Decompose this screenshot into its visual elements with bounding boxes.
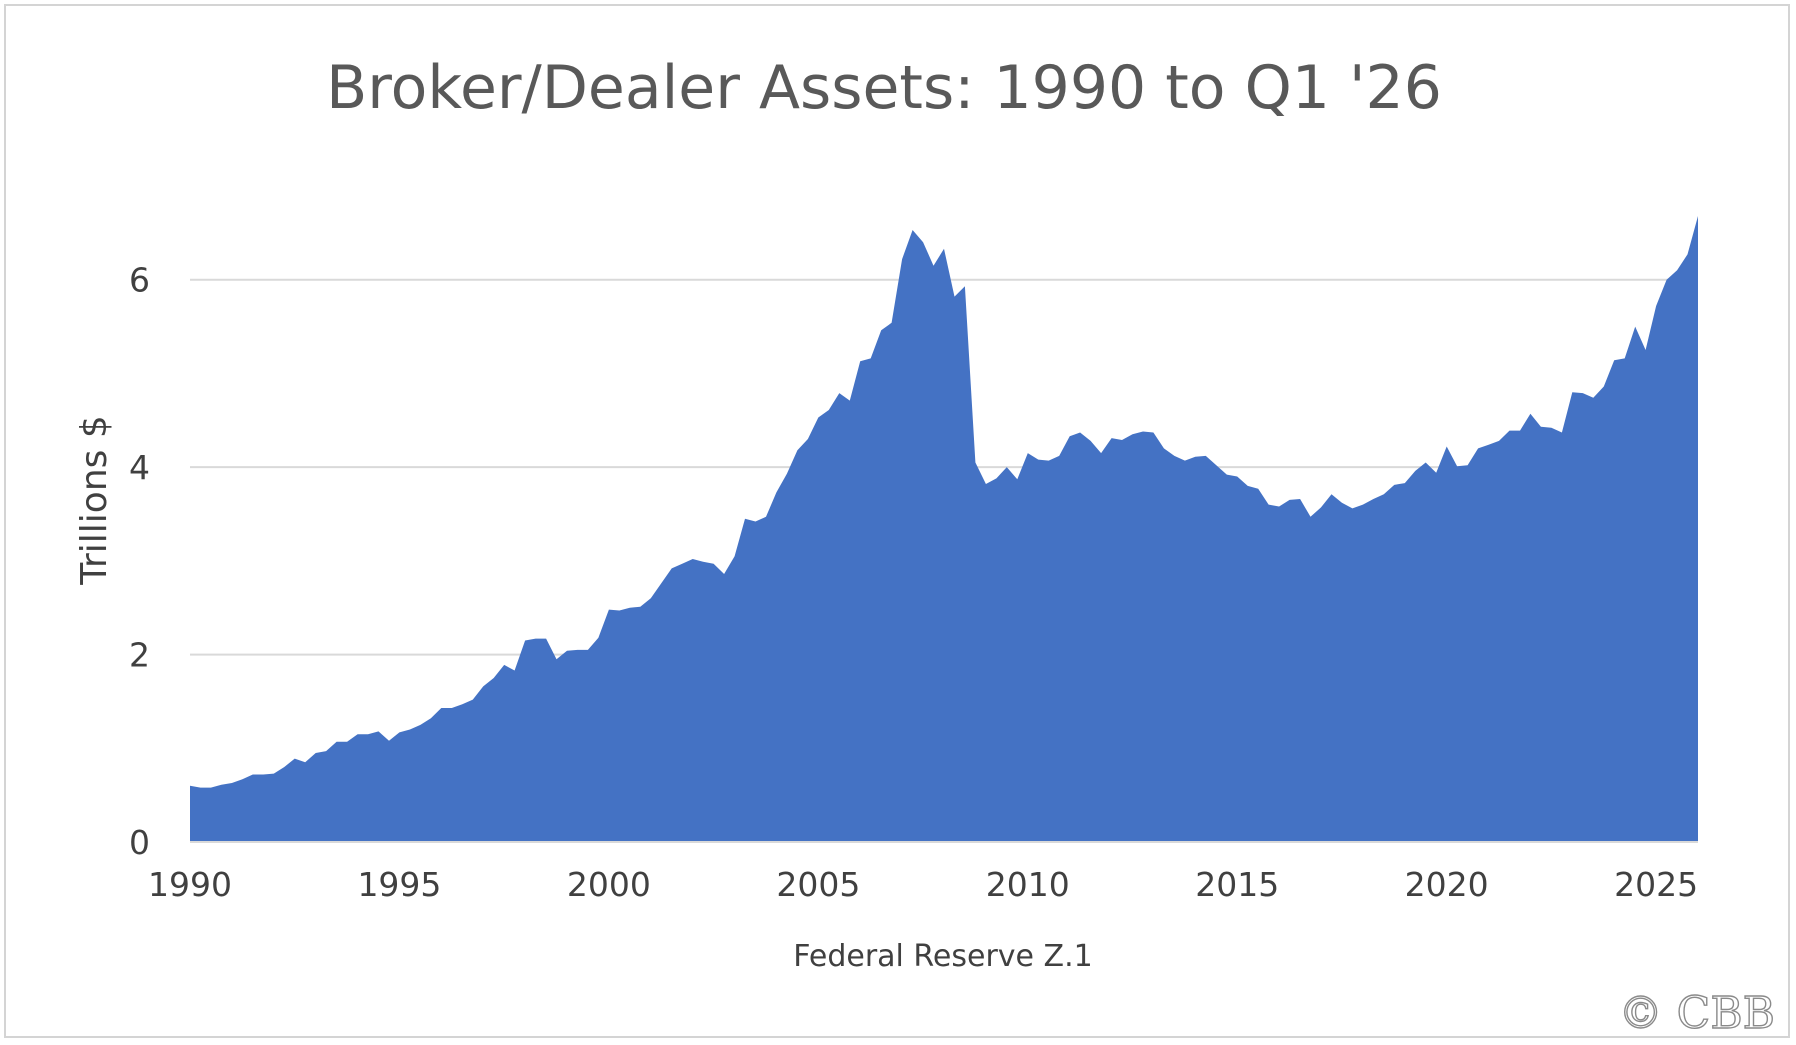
y-axis-ticks: 0 2 4 6 (129, 261, 150, 862)
area-series (190, 216, 1698, 842)
x-axis-label: Federal Reserve Z.1 (793, 939, 1092, 974)
y-tick-label: 6 (129, 261, 150, 300)
x-tick-label: 2020 (1405, 865, 1489, 904)
y-tick-label: 2 (129, 636, 150, 675)
area-fill (190, 216, 1698, 842)
x-tick-label: 2025 (1614, 865, 1698, 904)
y-axis-label: Trillions $ (74, 415, 115, 585)
x-tick-label: 1995 (357, 865, 441, 904)
x-tick-label: 2000 (567, 865, 651, 904)
x-tick-label: 2005 (776, 865, 860, 904)
y-tick-label: 0 (129, 823, 150, 862)
x-axis-ticks: 1990 1995 2000 2005 2010 2015 2020 2025 (148, 865, 1698, 904)
y-tick-label: 4 (129, 448, 150, 487)
x-tick-label: 1990 (148, 865, 232, 904)
x-tick-label: 2015 (1195, 865, 1279, 904)
chart-title: Broker/Dealer Assets: 1990 to Q1 '26 (326, 53, 1442, 123)
copyright-watermark: © CBB (1619, 988, 1775, 1039)
x-tick-label: 2010 (986, 865, 1070, 904)
